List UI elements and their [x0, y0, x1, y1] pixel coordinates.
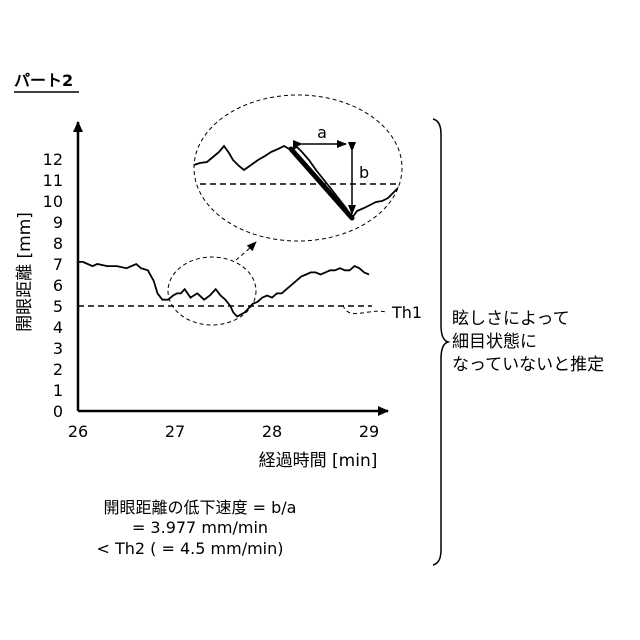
part-title: パート2: [14, 71, 73, 90]
zoom-connector-arrow: [236, 242, 256, 260]
x-tick-label: 26: [68, 422, 88, 441]
y-tick-label: 8: [53, 234, 63, 253]
y-tick-label: 7: [53, 255, 63, 274]
y-axis-label: 開眼距離 [mm]: [15, 212, 35, 332]
y-tick-labels: 0123456789101112: [43, 150, 63, 421]
x-axis-label: 経過時間 [min]: [259, 451, 378, 471]
y-tick-label: 10: [43, 192, 63, 211]
threshold-label: Th1: [391, 303, 422, 322]
focus-region-circle: [168, 257, 256, 325]
formula-line-2: = 3.977 mm/min: [132, 518, 268, 537]
series-line: [78, 262, 369, 317]
y-tick-label: 9: [53, 213, 63, 232]
y-tick-label: 12: [43, 150, 63, 169]
y-tick-label: 11: [43, 171, 63, 190]
b-label: b: [359, 163, 369, 182]
zoom-ellipse: [194, 95, 402, 241]
note-line-2: 細目状態に: [452, 332, 537, 352]
x-tick-labels: 26 27 28 29: [68, 422, 379, 441]
formula-line-1: 開眼距離の低下速度 = b/a: [104, 498, 297, 517]
formula-line-3: < Th2 ( = 4.5 mm/min): [97, 539, 284, 558]
y-tick-label: 1: [53, 381, 63, 400]
y-tick-label: 6: [53, 276, 63, 295]
a-label: a: [317, 123, 327, 142]
y-tick-label: 0: [53, 402, 63, 421]
note-line-1: 眩しさによって: [452, 309, 570, 329]
note-line-3: なっていないと推定: [452, 355, 604, 375]
y-tick-label: 4: [53, 318, 63, 337]
y-tick-label: 2: [53, 360, 63, 379]
x-tick-label: 28: [262, 422, 282, 441]
x-tick-label: 29: [359, 422, 379, 441]
right-bracket: [433, 119, 448, 565]
y-tick-label: 5: [53, 297, 63, 316]
y-tick-label: 3: [53, 339, 63, 358]
x-tick-label: 27: [165, 422, 185, 441]
